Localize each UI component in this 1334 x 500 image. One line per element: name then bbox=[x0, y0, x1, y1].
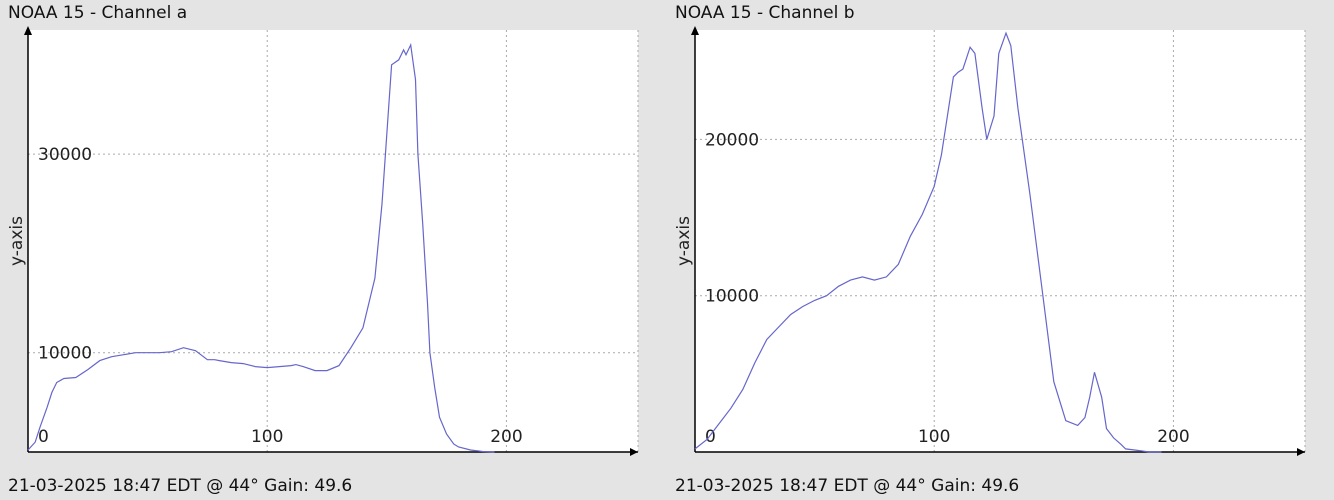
series-line bbox=[694, 31, 1162, 453]
plot-area bbox=[28, 30, 638, 452]
chart-plot: 0 100 200 10000 20000 y-axis bbox=[674, 26, 1306, 456]
chart-panel-a: NOAA 15 - Channel a 0 100 200 10000 30000 y-a… bbox=[7, 3, 639, 496]
x-axis-arrow bbox=[630, 448, 638, 456]
y-axis-label: y-axis bbox=[674, 216, 694, 266]
y-axis-arrow bbox=[24, 26, 32, 35]
x-tick-label: 100 bbox=[918, 427, 950, 447]
chart-title: NOAA 15 - Channel b bbox=[675, 3, 855, 23]
chart-title: NOAA 15 - Channel a bbox=[8, 3, 188, 23]
y-tick-label: 20000 bbox=[705, 130, 759, 150]
chart-footer: 21-03-2025 18:47 EDT @ 44° Gain: 49.6 bbox=[8, 476, 353, 496]
chart-panel-b: NOAA 15 - Channel b 0 100 200 10000 20000 y-a… bbox=[667, 0, 1334, 500]
x-tick-label: 0 bbox=[38, 427, 49, 447]
chart-footer: 21-03-2025 18:47 EDT @ 44° Gain: 49.6 bbox=[675, 476, 1020, 496]
x-tick-label: 200 bbox=[490, 427, 522, 447]
x-tick-label: 200 bbox=[1157, 427, 1189, 447]
y-tick-label: 10000 bbox=[705, 287, 759, 307]
x-tick-label: 0 bbox=[705, 427, 716, 447]
x-axis-arrow bbox=[1297, 448, 1305, 456]
plot-area bbox=[695, 30, 1305, 452]
x-tick-label: 100 bbox=[251, 427, 283, 447]
chart-plot: 0 100 200 10000 30000 y-axis bbox=[7, 26, 639, 456]
y-tick-label: 30000 bbox=[38, 145, 92, 165]
y-axis-arrow bbox=[691, 26, 699, 35]
y-tick-label: 10000 bbox=[38, 344, 92, 364]
y-axis-label: y-axis bbox=[7, 216, 27, 266]
series-line bbox=[27, 42, 495, 453]
